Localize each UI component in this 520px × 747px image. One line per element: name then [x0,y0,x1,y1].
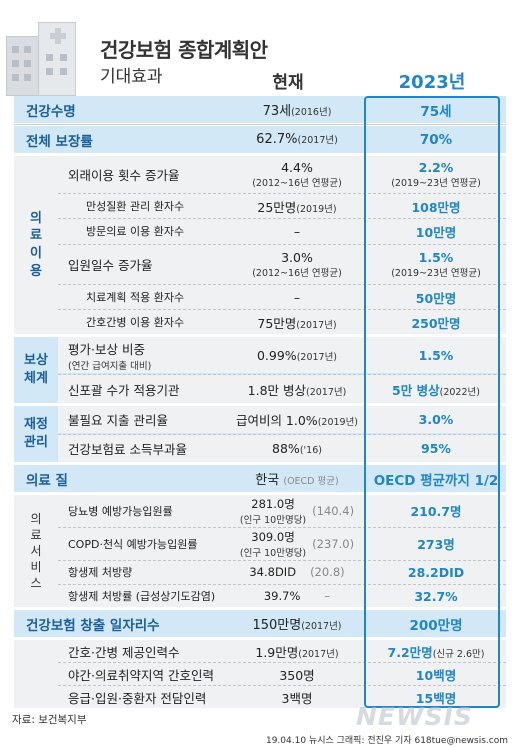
table-row-coverage: 전체 보장률 62.7%(2017년) 70% [14,126,506,153]
table-row: 평가·보상 비중 (연간 급여지출 대비) 0.99%(2017년) 1.5% [58,337,506,373]
table-row: 불필요 지출 관리율 급여비의 1.0%(2019년) 3.0% [58,406,506,433]
newsis-watermark: NEWSIS [356,702,473,731]
current-value: 73세(2016년) [262,104,332,119]
section-label-medical-use: 의 료 이 용 [30,210,42,279]
table-row: COPD·천식 예방가능입원률 309.0명 (인구 10만명당) (237.0)… [68,529,455,559]
section-medical-use: 의 료 이 용 외래이용 횟수 증가율 4.4% (2012~16년 연평균) 2… [14,156,506,334]
table-row: 건강보험료 소득부과율 88%('16) 95% [58,435,506,462]
header: 건강보험 종합계획안 기대효과 현재 2023년 [0,0,520,96]
table-row: 방문의료 이용 환자수 – 10만명 [86,223,457,240]
table-row: 입원일수 증가율 3.0% (2012~16년 연평균) 1.5% (2019~23… [68,249,481,279]
credit-line: 19.04.10 뉴시스 그래픽: 전진우 기자 618tue@newsis.c… [265,736,508,746]
table-row: 만성질환 관리 환자수 25만명(2019년) 108만명 [86,199,461,215]
table-row-quality: 의료 질 한국 (OECD 평균) OECD 평균까지 1/2 [14,465,506,492]
table-row: 간호·간병 제공인력수 1.9만명(2017년) 7.2만명(신규 2.6만) [68,644,485,660]
row-label: 건강수명 [26,103,76,120]
section-label-medical-service: 의 료 서 비 스 [30,511,42,591]
hospital-building-icon [0,18,84,96]
source-note: 자료: 보건복지부 [12,714,87,726]
section-medical-service: 의 료 서 비 스 당뇨병 예방가능입원률 281.0명 (인구 10만명당) (… [14,495,506,607]
table-row: 치료계획 적용 환자수 – 50만명 [86,289,457,306]
column-header-2023: 2023년 [398,72,466,93]
section-label-finance: 재정 관리 [24,417,48,450]
table-row-healthy-life: 건강수명 73세(2016년) 75세 [14,96,506,123]
page-subtitle: 기대효과 [100,67,163,87]
table-row: 항생제 처방량 34.8DID (20.8) 28.2DID [68,564,465,580]
target-value: 70% [419,131,453,148]
section-jobs-detail: 간호·간병 제공인력수 1.9만명(2017년) 7.2만명(신규 2.6만) … [14,640,506,708]
table-row-jobs: 건강보험 창출 일자리수 150만명(2017년) 200만명 [14,610,506,637]
current-value: 62.7%(2017년) [256,132,338,147]
table-row: 신포괄 수가 적용기관 1.8만 병상(2017년) 5만 병상(2022년) [58,375,506,403]
page-title: 건강보험 종합계획안 [100,38,268,62]
table-row: 외래이용 횟수 증가율 4.4% (2012~16년 연평균) 2.2% (2019… [68,159,481,189]
table-row: 항생제 처방률 (급성상기도감염) 39.7% – 32.7% [68,588,458,604]
section-label-compensation: 보상 체계 [24,353,48,386]
target-value: 75세 [420,103,452,120]
table-row: 응급·입원·중환자 전담인력 3백명 15백명 [68,690,457,706]
table-row: 야간·의료취약지역 간호인력 350명 10백명 [68,667,457,683]
table-row: 간호간병 이용 환자수 75만명(2017년) 250만명 [86,315,461,331]
table-row: 당뇨병 예방가능입원률 281.0명 (인구 10만명당) (140.4) 210… [68,496,462,526]
column-header-current: 현재 [272,73,304,93]
section-finance: 재정 관리 불필요 지출 관리율 급여비의 1.0%(2019년) 3.0% 건… [14,406,506,462]
row-label: 전체 보장률 [26,133,93,150]
section-compensation: 보상 체계 평가·보상 비중 (연간 급여지출 대비) 0.99%(2017년)… [14,337,506,403]
